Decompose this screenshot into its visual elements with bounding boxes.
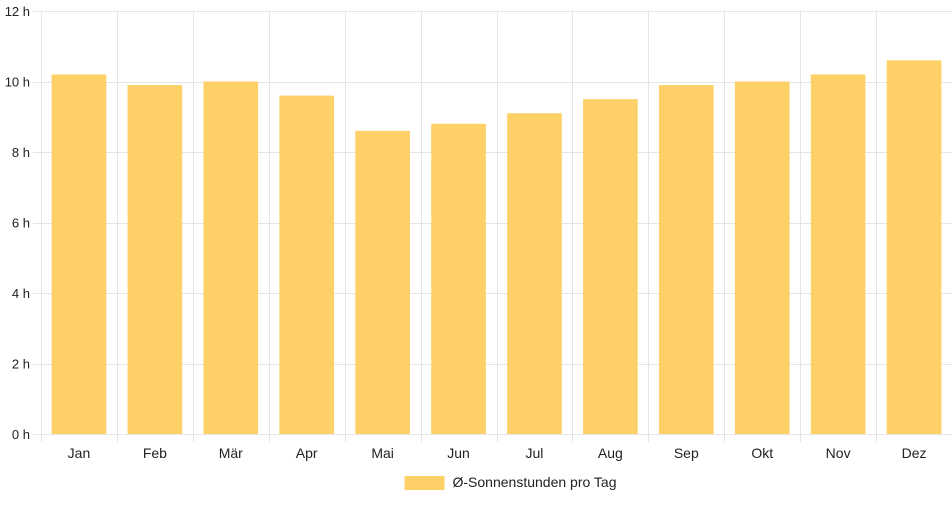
legend-swatch[interactable] [404,476,445,490]
y-tick-label: 12 h [5,4,30,19]
bar-jun[interactable] [431,123,486,435]
x-tick-label: Jan [68,445,91,461]
x-tick-label: Mai [371,445,394,461]
bar-mai[interactable] [355,130,410,434]
bar-feb[interactable] [127,85,183,435]
bar-dez[interactable] [886,60,942,434]
x-tick-label: Jun [447,445,470,461]
y-tick-label: 0 h [12,427,30,442]
y-tick-label: 6 h [12,216,30,231]
bar-okt[interactable] [734,81,790,435]
y-tick-label: 10 h [5,75,30,90]
bar-sep[interactable] [658,85,714,435]
bar-aug[interactable] [583,99,638,434]
bar-jul[interactable] [507,113,562,434]
bar-series [51,60,942,435]
bar-nov[interactable] [810,74,866,434]
grid-lines [33,11,952,442]
bar-jan[interactable] [51,74,107,434]
bar-mär[interactable] [203,81,259,435]
x-tick-label: Jul [526,445,544,461]
legend[interactable]: Ø-Sonnenstunden pro Tag [404,474,617,490]
legend-label: Ø-Sonnenstunden pro Tag [453,474,617,490]
y-tick-label: 4 h [12,286,30,301]
x-tick-label: Apr [296,445,318,461]
bar-apr[interactable] [279,95,335,434]
y-tick-label: 8 h [12,145,30,160]
x-tick-label: Sep [674,445,699,461]
x-tick-label: Aug [598,445,623,461]
y-tick-label: 2 h [12,357,30,372]
x-tick-label: Mär [219,445,243,461]
x-tick-label: Okt [751,445,773,461]
y-axis: 0 h 2 h 4 h 6 h 8 h 10 h 12 h [5,4,30,442]
x-tick-label: Nov [826,445,851,461]
x-tick-label: Feb [143,445,167,461]
x-tick-label: Dez [902,445,927,461]
x-axis: Jan Feb Mär Apr Mai Jun Jul Aug Sep Okt Nov Dez [68,445,927,461]
